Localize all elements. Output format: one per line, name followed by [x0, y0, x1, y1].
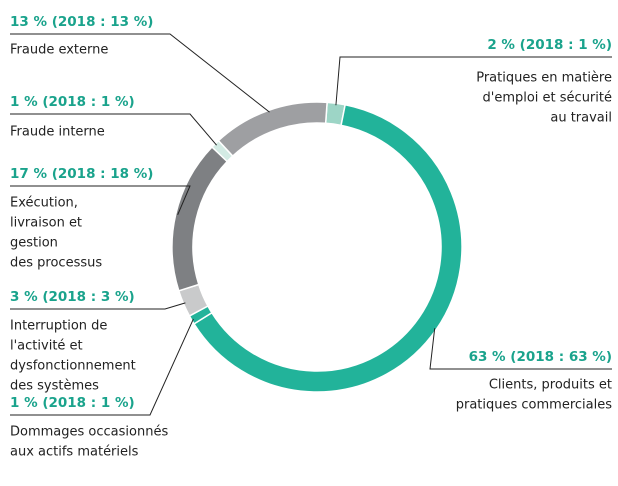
- category-label: Dommages occasionnés: [10, 425, 168, 440]
- category-label: Pratiques en matière: [476, 71, 612, 86]
- value-label: 1 % (2018 : 1 %): [10, 94, 135, 110]
- leader-line: [10, 302, 186, 310]
- leader-line: [10, 113, 217, 146]
- category-label: Interruption de: [10, 319, 107, 334]
- value-label: 63 % (2018 : 63 %): [469, 349, 612, 365]
- leader-line: [10, 318, 194, 416]
- value-label: 3 % (2018 : 3 %): [10, 289, 135, 305]
- leader-line: [10, 185, 191, 216]
- category-label: des processus: [10, 256, 102, 271]
- donut-segment: [192, 103, 463, 393]
- value-label: 1 % (2018 : 1 %): [10, 395, 135, 411]
- donut-segment: [171, 145, 229, 292]
- category-label: livraison et: [10, 216, 82, 231]
- category-label: Clients, produits et: [489, 378, 612, 393]
- category-label: Fraude interne: [10, 125, 105, 140]
- category-label: gestion: [10, 236, 58, 251]
- leader-line: [429, 328, 612, 370]
- category-label: d'emploi et sécurité: [483, 91, 613, 106]
- value-label: 17 % (2018 : 18 %): [10, 166, 153, 182]
- category-label: aux actifs matériels: [10, 445, 139, 460]
- category-label: dysfonctionnement: [10, 359, 136, 374]
- category-label: Exécution,: [10, 196, 78, 211]
- value-label: 13 % (2018 : 13 %): [10, 14, 153, 30]
- category-label: Fraude externe: [10, 43, 108, 58]
- leader-line: [335, 56, 612, 106]
- category-label: au travail: [550, 111, 612, 126]
- value-label: 2 % (2018 : 1 %): [487, 37, 612, 53]
- category-label: pratiques commerciales: [456, 398, 612, 413]
- category-label: des systèmes: [10, 379, 99, 394]
- category-label: l'activité et: [10, 339, 83, 354]
- donut-segment: [217, 101, 328, 158]
- leader-line: [10, 33, 270, 113]
